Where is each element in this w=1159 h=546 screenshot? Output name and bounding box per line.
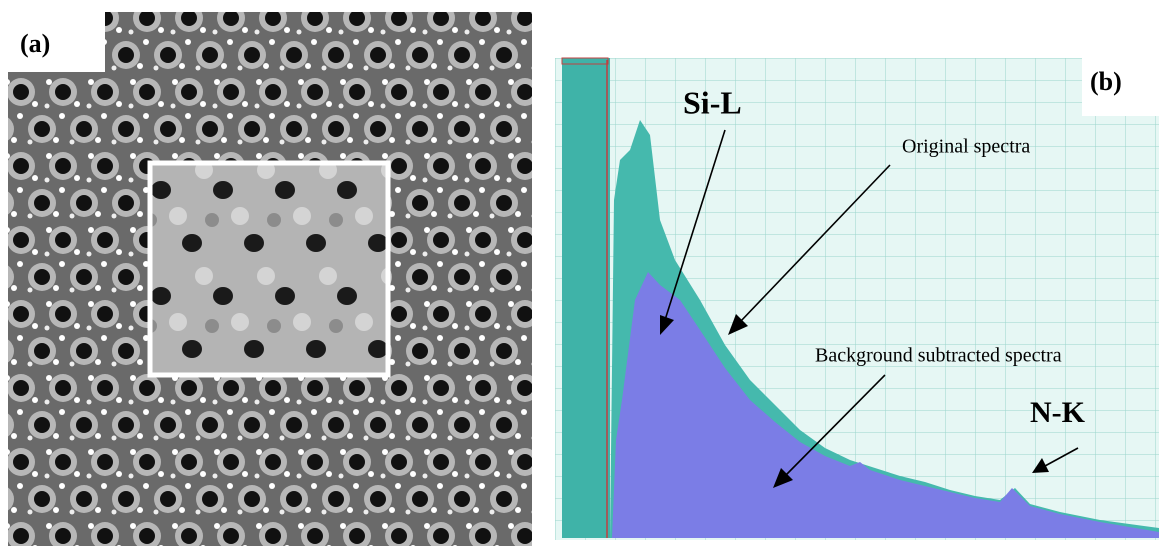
figure: (a) (b) Si-L N-K Original spectra Backgr…: [0, 0, 1159, 546]
zero-loss-block: [562, 58, 610, 538]
peak-label: Si-L: [683, 84, 742, 120]
peak-label: N-K: [1030, 396, 1086, 429]
annotation: Original spectra: [902, 136, 1030, 158]
panel-a: (a): [8, 12, 532, 546]
panel-label: (b): [1090, 67, 1122, 96]
inset-image: [150, 163, 388, 375]
panel-label: (a): [20, 29, 50, 58]
annotation: Background subtracted spectra: [815, 345, 1062, 367]
panel-b: (b) Si-L N-K Original spectra Background…: [555, 58, 1159, 540]
